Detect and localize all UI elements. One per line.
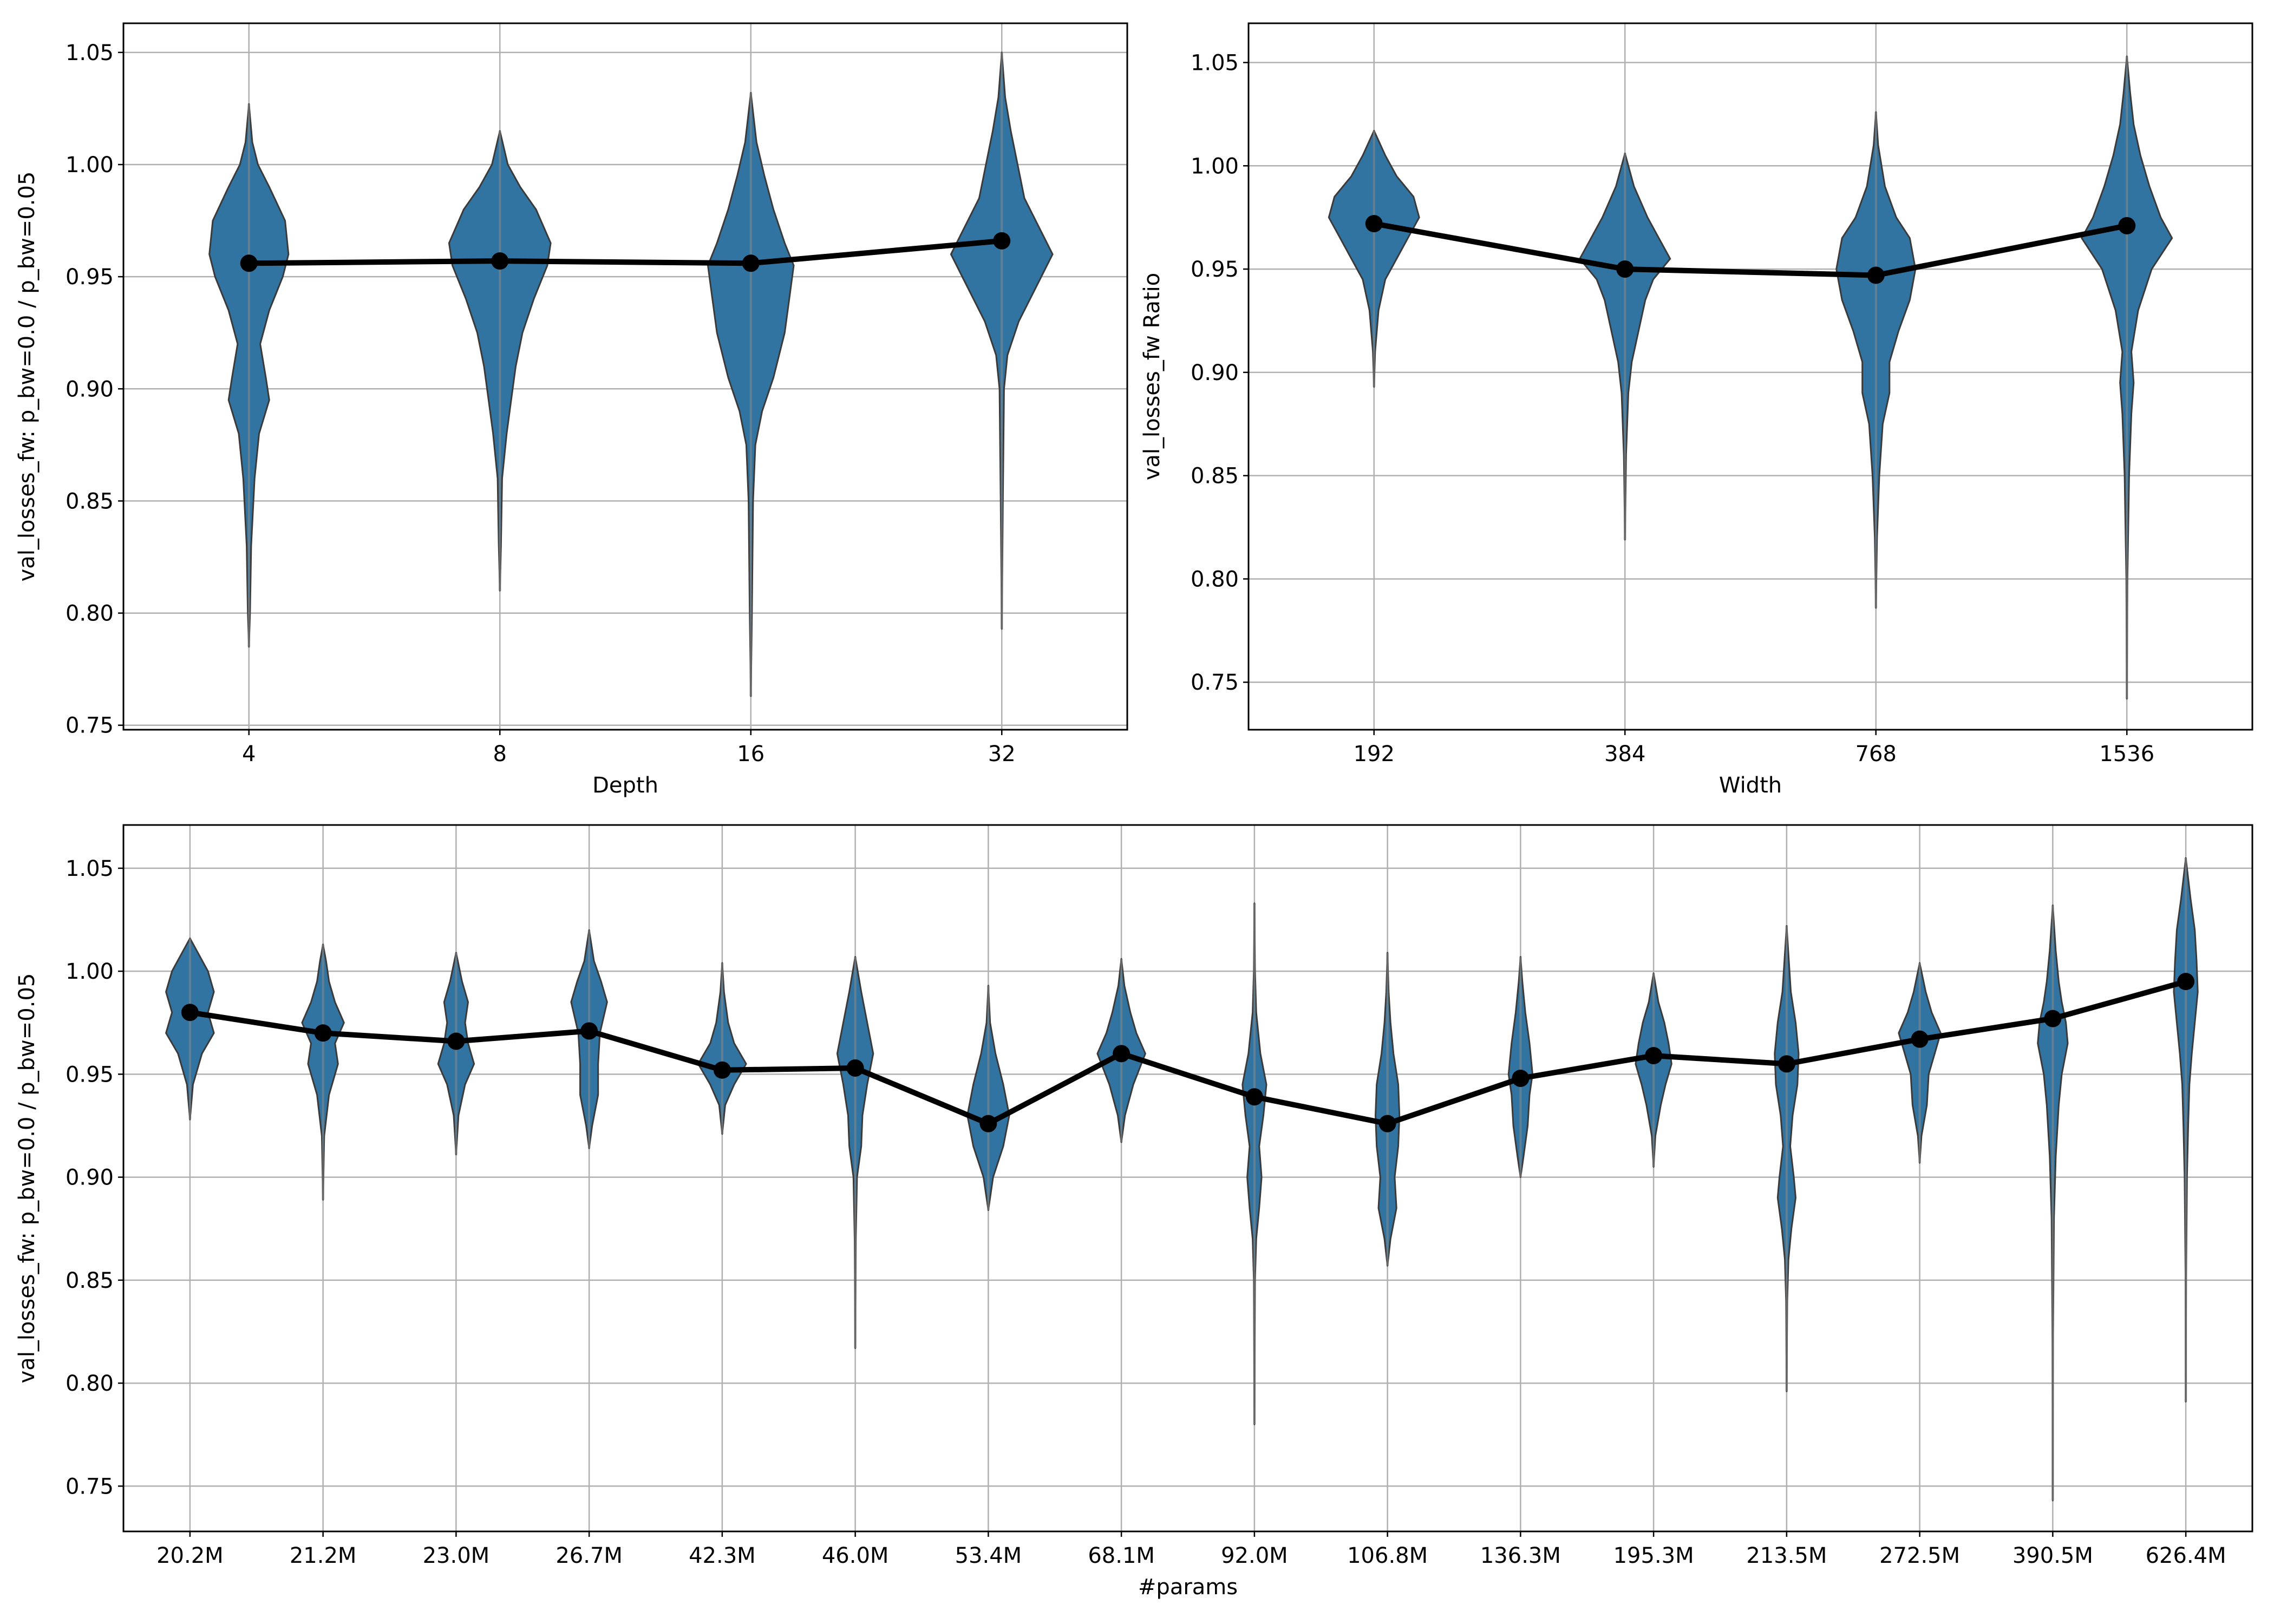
mean-point xyxy=(993,232,1011,250)
y-tick-label: 0.75 xyxy=(66,713,114,738)
mean-point xyxy=(1616,260,1634,278)
x-axis-label: Depth xyxy=(592,773,658,798)
mean-point xyxy=(2177,973,2195,991)
mean-line xyxy=(1373,221,2128,278)
y-tick-label: 0.95 xyxy=(1191,257,1239,282)
x-tick-label: 32 xyxy=(988,742,1016,767)
mean-point xyxy=(1113,1045,1131,1063)
y-tick-label: 1.05 xyxy=(1191,51,1239,76)
mean-point xyxy=(447,1032,465,1050)
x-tick-label: 768 xyxy=(1855,742,1897,767)
y-tick-label: 1.00 xyxy=(66,153,114,178)
x-axis-label: #params xyxy=(1138,1575,1238,1600)
x-tick-label: 192 xyxy=(1354,742,1395,767)
x-tick-label: 626.4M xyxy=(2146,1543,2226,1568)
mean-line xyxy=(190,979,2187,1127)
x-tick-label: 213.5M xyxy=(1746,1543,1827,1568)
y-tick-label: 0.90 xyxy=(66,377,114,402)
y-tick-label: 0.75 xyxy=(1191,670,1239,695)
chart-depth: 0.75 0.80 0.85 0.90 0.95 1.00 1.05 4 8 16 32 Depth v… xyxy=(15,22,1128,798)
x-tick-label: 4 xyxy=(242,742,256,767)
x-tick-label: 195.3M xyxy=(1613,1543,1694,1568)
mean-line xyxy=(249,238,1002,266)
mean-point xyxy=(2118,217,2136,234)
x-axis-label: Width xyxy=(1719,773,1782,798)
mean-point xyxy=(1245,1088,1263,1106)
mean-point xyxy=(1911,1030,1929,1048)
mean-point xyxy=(1645,1047,1663,1065)
axes-frame xyxy=(122,824,2253,1533)
chart-width: 0.75 0.80 0.85 0.90 0.95 1.00 1.05 192 384 768 153… xyxy=(1140,22,2253,798)
x-tick-label: 16 xyxy=(737,742,764,767)
x-tick-label: 384 xyxy=(1604,742,1645,767)
axes-frame xyxy=(122,22,1128,731)
x-tick-label: 8 xyxy=(493,742,507,767)
y-tick-label: 0.85 xyxy=(1191,464,1239,489)
y-tick-label: 1.00 xyxy=(1191,154,1239,179)
mean-point xyxy=(181,1004,199,1021)
x-tick-label: 390.5M xyxy=(2012,1543,2093,1568)
x-tick-label: 20.2M xyxy=(156,1543,224,1568)
x-tick-label: 42.3M xyxy=(689,1543,756,1568)
y-tick-label: 0.95 xyxy=(66,1062,114,1087)
y-tick-label: 1.00 xyxy=(66,959,114,984)
y-tick-label: 0.75 xyxy=(66,1474,114,1499)
mean-point xyxy=(1365,215,1383,233)
mean-point xyxy=(713,1061,731,1079)
x-tick-label: 272.5M xyxy=(1879,1543,1960,1568)
mean-point xyxy=(314,1024,332,1042)
x-tick-label: 26.7M xyxy=(556,1543,623,1568)
x-tick-label: 106.8M xyxy=(1347,1543,1428,1568)
mean-point xyxy=(2044,1010,2062,1027)
x-tick-label: 23.0M xyxy=(423,1543,490,1568)
mean-point xyxy=(1778,1055,1795,1073)
x-tick-label: 1536 xyxy=(2099,742,2154,767)
mean-point xyxy=(1378,1115,1396,1132)
x-tick-label: 92.0M xyxy=(1221,1543,1288,1568)
mean-point xyxy=(742,254,760,272)
mean-point xyxy=(580,1022,598,1040)
mean-point xyxy=(1512,1069,1530,1087)
x-tick-label: 46.0M xyxy=(822,1543,889,1568)
mean-point xyxy=(240,254,258,272)
x-tick-label: 53.4M xyxy=(955,1543,1022,1568)
y-tick-label: 1.05 xyxy=(66,856,114,881)
y-tick-label: 0.90 xyxy=(66,1165,114,1190)
y-tick-label: 0.85 xyxy=(66,1268,114,1293)
y-tick-label: 1.05 xyxy=(66,41,114,66)
x-tick-label: 21.2M xyxy=(290,1543,357,1568)
y-axis-label: val_losses_fw Ratio xyxy=(1140,273,1165,481)
y-tick-label: 0.95 xyxy=(66,265,114,290)
y-axis-label: val_losses_fw: p_bw=0.0 / p_bw=0.05 xyxy=(15,973,40,1384)
y-axis-label: val_losses_fw: p_bw=0.0 / p_bw=0.05 xyxy=(15,172,40,582)
y-tick-label: 0.85 xyxy=(66,489,114,514)
chart-params: 0.75 0.80 0.85 0.90 0.95 1.00 1.05 20.2M 21.2M 23… xyxy=(15,824,2253,1600)
mean-point xyxy=(846,1059,864,1077)
x-tick-label: 68.1M xyxy=(1088,1543,1155,1568)
y-tick-label: 0.90 xyxy=(1191,361,1239,385)
y-tick-label: 0.80 xyxy=(66,601,114,626)
mean-point xyxy=(1867,266,1885,284)
mean-point xyxy=(491,252,509,270)
y-tick-label: 0.80 xyxy=(1191,567,1239,592)
y-tick-label: 0.80 xyxy=(66,1371,114,1396)
x-tick-label: 136.3M xyxy=(1480,1543,1561,1568)
mean-point xyxy=(979,1115,997,1132)
axes-frame xyxy=(1247,22,2253,731)
